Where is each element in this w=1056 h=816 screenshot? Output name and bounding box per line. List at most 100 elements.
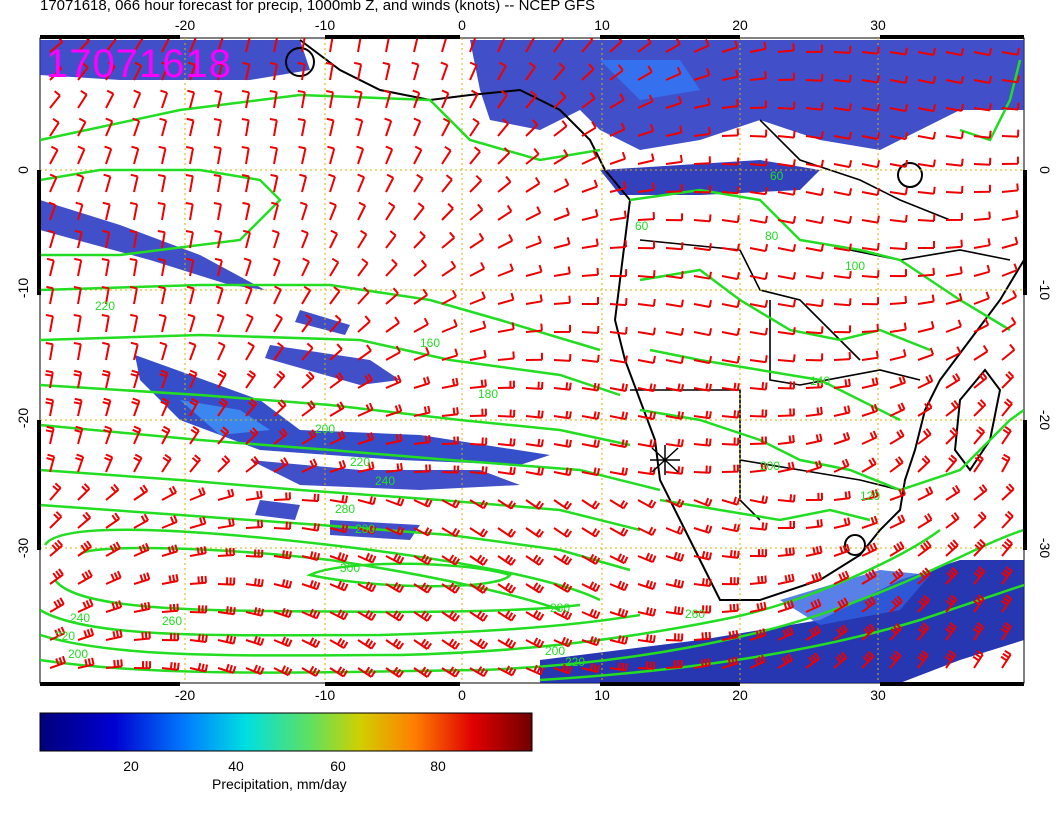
precip-band-south1: [135, 355, 550, 465]
lon-label: -20: [175, 17, 195, 33]
wind-barb: [273, 38, 278, 53]
wind-barb: [609, 210, 627, 221]
wind-barbs: [45, 38, 1020, 678]
wind-barb: [49, 38, 64, 53]
wind-barb: [581, 581, 601, 593]
wind-barb: [441, 38, 448, 53]
wind-barb: [945, 158, 964, 167]
wind-barb: [889, 242, 908, 251]
wind-barb: [805, 460, 823, 473]
wind-barb: [721, 464, 739, 473]
wind-barb: [245, 490, 263, 501]
wind-barb: [329, 459, 347, 473]
wind-barb: [525, 323, 543, 333]
wind-barb: [185, 174, 194, 193]
wind-barb: [777, 216, 797, 225]
wind-barb: [273, 521, 292, 530]
wind-barb: [269, 118, 278, 137]
wind-barb: [497, 582, 517, 594]
wind-barb: [861, 242, 880, 251]
wind-barb: [241, 146, 250, 165]
wind-barb: [77, 627, 95, 641]
wind-barb: [973, 130, 992, 139]
lon-label: -20: [175, 687, 195, 703]
wind-barb: [749, 654, 766, 669]
height-contours: [40, 59, 1024, 682]
wind-barb: [104, 145, 113, 165]
wind-barb: [553, 636, 573, 648]
wind-barb: [45, 425, 55, 445]
wind-barb: [945, 48, 965, 57]
wind-barb: [833, 74, 852, 83]
wind-barb: [441, 145, 452, 165]
wind-barb: [130, 369, 140, 389]
wind-barb: [665, 184, 683, 193]
wind-barb: [721, 215, 740, 224]
wind-barb: [833, 325, 852, 334]
wind-barb: [973, 103, 992, 112]
wind-barb: [665, 299, 684, 308]
wind-barb: [889, 375, 907, 389]
wind-barb: [161, 38, 171, 53]
wind-barb: [693, 156, 711, 165]
wind-barb: [158, 285, 167, 305]
wind-barb: [665, 213, 684, 222]
country-border-5: [759, 119, 951, 221]
wind-barb: [973, 453, 984, 473]
wind-barb: [469, 203, 484, 221]
wind-barb: [665, 356, 685, 365]
wind-barb: [777, 159, 796, 168]
wind-barb: [245, 427, 259, 445]
wind-barb: [271, 229, 280, 249]
wind-barb: [1001, 316, 1017, 333]
wind-barb: [917, 131, 936, 140]
contour-africa-2: [639, 268, 931, 352]
wind-barb: [665, 154, 683, 165]
wind-barb: [693, 578, 712, 587]
wind-barb: [133, 38, 144, 53]
wind-barb: [637, 327, 656, 336]
wind-barb: [270, 173, 279, 193]
wind-barb: [581, 608, 601, 620]
wind-barb: [441, 289, 457, 305]
wind-barb: [525, 38, 535, 53]
lat-label: -30: [15, 538, 31, 558]
wind-barb: [101, 314, 110, 333]
wind-barb: [1001, 510, 1014, 529]
wind-barb: [581, 354, 600, 363]
wind-barb: [301, 400, 316, 417]
lon-label: -10: [315, 687, 335, 703]
wind-barb: [413, 527, 433, 537]
wind-barb: [777, 626, 794, 641]
wind-barb: [1001, 183, 1019, 193]
wind-barb: [1001, 75, 1020, 84]
wind-barb: [101, 258, 110, 277]
wind-barb: [158, 313, 167, 333]
wind-barb: [917, 294, 935, 305]
wind-barb: [777, 434, 795, 445]
wind-barb: [581, 179, 599, 193]
wind-barb: [441, 319, 458, 333]
wind-barb: [721, 410, 740, 419]
wind-barb: [581, 150, 598, 165]
wind-barb: [973, 538, 986, 557]
wind-barb: [693, 438, 712, 447]
wind-barb: [269, 62, 278, 81]
wind-barb: [48, 201, 57, 221]
wind-barb: [945, 484, 961, 501]
wind-barb: [187, 313, 196, 333]
wind-barb: [301, 371, 315, 389]
wind-barb: [273, 492, 291, 501]
contour-label: 280: [550, 601, 570, 615]
wind-barb: [245, 664, 265, 676]
wind-barb: [945, 76, 965, 85]
wind-barb: [525, 119, 539, 137]
lon-label: 0: [458, 687, 466, 703]
wind-barb: [301, 522, 320, 532]
wind-barb: [973, 211, 991, 221]
wind-barb: [749, 327, 768, 336]
frame-tick-bars: [37, 35, 1027, 686]
wind-barb: [833, 490, 851, 501]
wind-barb: [665, 96, 683, 109]
